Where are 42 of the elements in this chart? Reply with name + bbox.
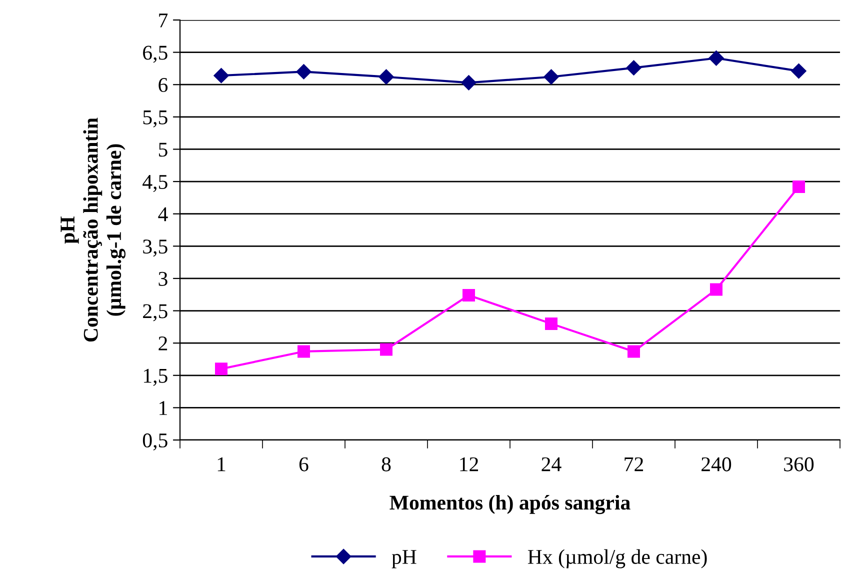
y-tick-label: 1 [160, 401, 167, 415]
y-tick-label: 2,5 [143, 304, 168, 322]
point [296, 64, 312, 80]
point [545, 317, 558, 330]
legend-label: pH [392, 550, 416, 568]
y-tick-label: 1,5 [144, 368, 168, 386]
point [461, 75, 476, 90]
x-tick-label: 12 [460, 457, 478, 472]
point [380, 343, 392, 356]
x-tick-label: 240 [702, 457, 732, 472]
y-axis-title: pH Concentração hipoxantin (µmol.g-1 de carne) [60, 118, 126, 342]
y-tick-label: 6,5 [143, 46, 168, 63]
y-tick-label: 2 [158, 336, 168, 350]
y-tick-label: 4 [158, 207, 168, 222]
y-tick-label: 3,5 [143, 240, 168, 257]
point [628, 345, 640, 358]
y-tick-label: 3 [158, 272, 168, 286]
point [214, 68, 229, 84]
point [544, 69, 559, 84]
x-tick-label: 1 [218, 457, 226, 472]
point [791, 63, 806, 79]
legend-label: Hx (µmol/g de carne) [528, 549, 707, 568]
y-tick-label: 5 [158, 142, 168, 157]
x-tick-label: 8 [382, 457, 391, 472]
x-axis-title: Momentos (h) após sangria [390, 495, 630, 514]
point [626, 60, 642, 76]
y-tick-label: 7 [159, 14, 168, 28]
x-tick-label: 360 [784, 457, 814, 472]
point [462, 289, 475, 302]
x-tick-label: 6 [299, 457, 308, 472]
y-tick-label: 5,5 [143, 110, 168, 128]
point [708, 50, 724, 66]
point [378, 69, 394, 84]
y-tick-label: 6 [158, 78, 168, 92]
point [792, 180, 805, 193]
point [215, 362, 228, 376]
point [710, 283, 722, 296]
y-tick-label: 0,5 [142, 433, 168, 450]
point [298, 345, 310, 358]
x-tick-label: 72 [624, 457, 644, 472]
y-tick-label: 4,5 [142, 175, 168, 192]
x-tick-label: 24 [542, 457, 562, 472]
